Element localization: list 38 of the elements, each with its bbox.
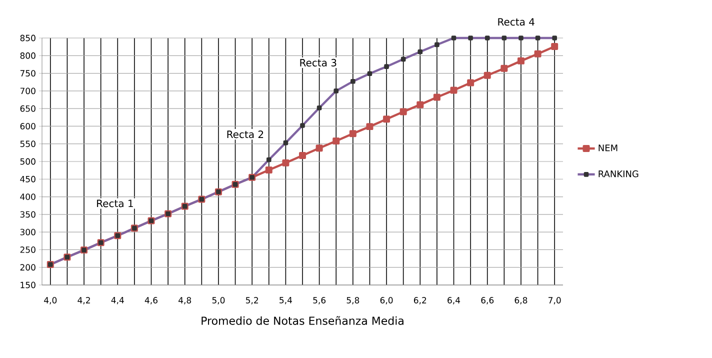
x-tick-label: 5,4 <box>280 297 292 304</box>
x-tick-label: 6,6 <box>481 297 494 304</box>
x-tick-label: 5,2 <box>246 297 258 304</box>
x-tick-label: 4,0 <box>44 297 57 304</box>
y-tick-label: 250 <box>20 246 36 253</box>
y-tick-label: 350 <box>20 211 36 218</box>
y-tick-label: 500 <box>20 158 36 165</box>
x-tick-label: 4,6 <box>144 297 158 304</box>
x-tick-label: 7,0 <box>548 297 561 304</box>
x-tick-label: 6,4 <box>448 297 460 304</box>
y-tick-label: 700 <box>20 88 36 94</box>
x-axis-title: Promedio de Notas Enseñanza Media <box>202 316 404 325</box>
annotation: Recta 1 <box>97 200 133 208</box>
x-tick-label: 4,4 <box>111 297 124 304</box>
y-tick-label: 450 <box>20 176 36 182</box>
x-tick-label: 6,2 <box>414 297 426 304</box>
x-tick-label: 4,2 <box>78 297 90 304</box>
y-tick-label: 650 <box>20 105 36 112</box>
x-tick-label: 6,0 <box>380 297 393 304</box>
y-tick-label: 600 <box>20 123 36 130</box>
annotation: Recta 3 <box>300 58 336 66</box>
x-tick-label: 5,6 <box>313 297 326 304</box>
legend-label: NEM <box>598 144 618 152</box>
y-tick-label: 850 <box>20 34 36 42</box>
x-tick-label: 5,0 <box>212 297 225 304</box>
x-tick-label: 5,8 <box>346 297 360 304</box>
annotation: Recta 2 <box>227 130 264 138</box>
x-tick-label: 4,8 <box>178 297 192 304</box>
x-tick-label: 6,8 <box>514 297 528 304</box>
y-tick-label: 550 <box>20 140 36 148</box>
y-tick-label: 750 <box>20 70 36 77</box>
y-tick-label: 300 <box>20 228 36 236</box>
legend-label: RANKING <box>598 170 638 178</box>
y-tick-label: 800 <box>20 52 36 59</box>
y-tick-label: 200 <box>20 264 36 271</box>
text: Recta 4 <box>498 18 534 26</box>
y-tick-label: 150 <box>20 282 36 288</box>
y-tick-label: 400 <box>20 194 36 200</box>
